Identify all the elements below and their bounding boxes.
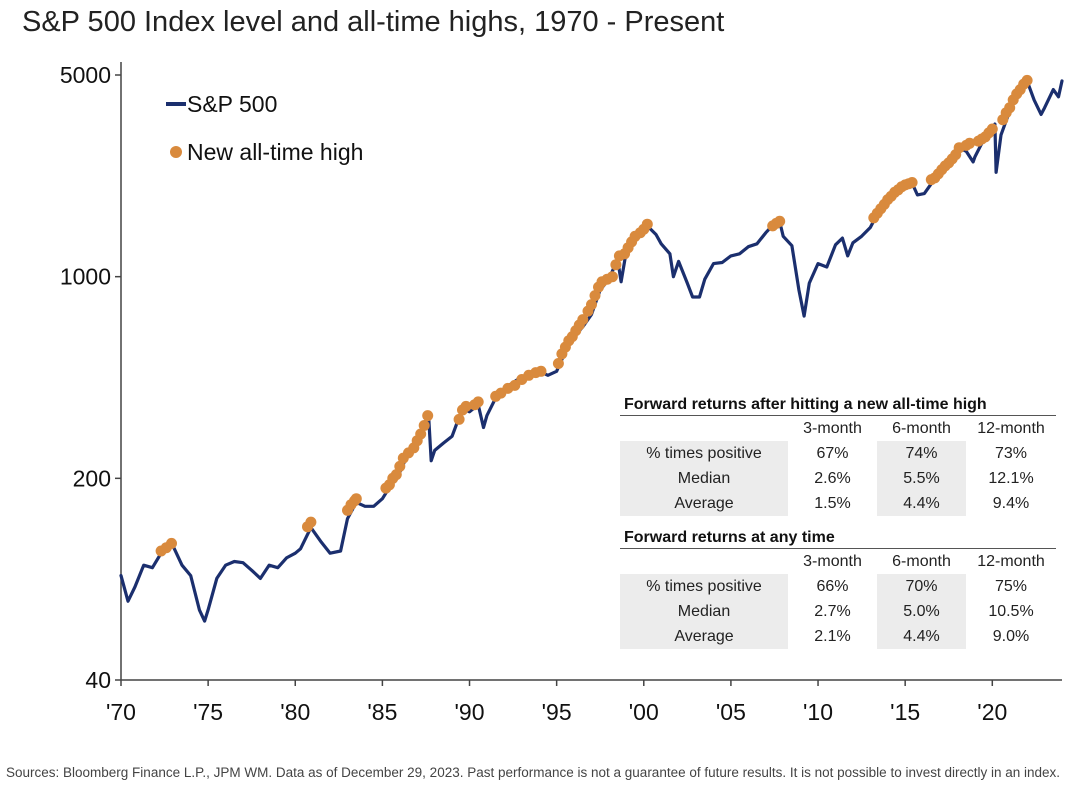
table-cell: 4.4%: [877, 624, 966, 649]
x-tick-label: '85: [367, 699, 397, 725]
column-header: 12-month: [966, 416, 1056, 441]
column-header: 3-month: [788, 549, 877, 574]
row-label: % times positive: [620, 441, 788, 466]
ath-point: [305, 516, 317, 528]
table-cell: 70%: [877, 574, 966, 599]
table-cell: 9.4%: [992, 495, 1030, 512]
y-tick-label: 40: [85, 667, 111, 693]
ath-point: [774, 215, 786, 227]
table-cell: 12.1%: [988, 470, 1034, 487]
row-label: Median: [620, 466, 788, 491]
y-tick-label: 1000: [60, 264, 111, 290]
x-tick-label: '00: [629, 699, 659, 725]
x-ticks: '70 '75 '80 '85 '90 '95 '00 '05 '10 '15 '20: [106, 680, 1007, 725]
table-rule: [620, 548, 1056, 549]
table-cell: 1.5%: [814, 495, 851, 512]
ath-point: [472, 396, 484, 408]
table-grid: 3-month 6-month 12-month % times positiv…: [620, 549, 1056, 649]
table-rule: [620, 415, 1056, 416]
table-forward-ath: Forward returns after hitting a new all-…: [620, 396, 1056, 516]
ath-point: [394, 460, 406, 472]
x-tick-label: '10: [803, 699, 833, 725]
x-tick-label: '20: [977, 699, 1007, 725]
table-cell: 2.6%: [814, 470, 851, 487]
table-grid: 3-month 6-month 12-month % times positiv…: [620, 416, 1056, 516]
table-cell: 10.5%: [988, 603, 1034, 620]
ath-point: [610, 259, 622, 271]
ath-point: [552, 358, 564, 369]
table-cell: 2.7%: [814, 603, 851, 620]
column-header: 6-month: [877, 549, 966, 574]
table-cell: 75%: [994, 578, 1028, 595]
ath-point: [586, 299, 597, 311]
chart-title: S&P 500 Index level and all-time highs, …: [22, 6, 725, 38]
y-tick-label: 5000: [60, 62, 111, 88]
ath-point: [415, 428, 427, 440]
row-label: Average: [620, 624, 788, 649]
series-line-layer: [119, 79, 1064, 623]
x-tick-label: '15: [890, 699, 920, 725]
x-tick-label: '80: [280, 699, 310, 725]
ath-point: [453, 413, 465, 425]
x-tick-label: '75: [193, 699, 223, 725]
x-tick-label: '70: [106, 699, 136, 725]
ath-point: [964, 137, 976, 149]
ath-point: [641, 218, 653, 230]
y-ticks: 40 200 1000 5000: [60, 62, 121, 693]
ath-point: [460, 400, 472, 412]
ath-point: [535, 365, 547, 377]
ath-point: [906, 177, 918, 188]
table-cell: 74%: [877, 441, 966, 466]
ath-point: [606, 271, 618, 283]
column-header: 6-month: [877, 416, 966, 441]
ath-point: [986, 123, 998, 135]
ath-point: [1021, 74, 1033, 86]
legend: S&P 500 New all-time high: [166, 91, 363, 165]
legend-dot-swatch: [170, 146, 182, 158]
table-cell: 67%: [816, 445, 849, 462]
sources-footnote: Sources: Bloomberg Finance L.P., JPM WM.…: [6, 765, 1061, 780]
ath-point: [390, 469, 402, 481]
ath-point: [418, 420, 430, 431]
ath-point: [350, 493, 362, 505]
legend-label-sp500: S&P 500: [187, 91, 277, 117]
table-forward-any: Forward returns at any time 3-month 6-mo…: [620, 529, 1056, 649]
ath-point: [577, 314, 589, 326]
table-title: Forward returns after hitting a new all-…: [624, 396, 987, 413]
x-tick-label: '90: [455, 699, 485, 725]
table-cell: 4.4%: [877, 491, 966, 516]
series-line-sp500: [119, 79, 1064, 623]
row-label: % times positive: [620, 574, 788, 599]
ath-point: [422, 410, 434, 422]
legend-label-ath: New all-time high: [187, 139, 363, 165]
table-corner: [620, 549, 788, 574]
ath-points-layer: [155, 74, 1033, 557]
table-cell: 2.1%: [814, 628, 851, 645]
column-header: 12-month: [966, 549, 1056, 574]
table-cell: 73%: [994, 445, 1028, 462]
ath-point: [166, 537, 177, 549]
chart: 40 200 1000 5000 '70 '75 '80 '85 '90 '95 '00 '05 '1…: [60, 62, 1064, 725]
table-title: Forward returns at any time: [624, 529, 835, 546]
table-cell: 66%: [816, 578, 849, 595]
ath-point: [589, 290, 601, 302]
table-cell: 5.5%: [877, 466, 966, 491]
row-label: Median: [620, 599, 788, 624]
column-header: 3-month: [788, 416, 877, 441]
table-cell: 9.0%: [992, 628, 1030, 645]
table-cell: 5.0%: [877, 599, 966, 624]
table-corner: [620, 416, 788, 441]
x-tick-label: '05: [716, 699, 746, 725]
y-tick-label: 200: [73, 465, 111, 491]
row-label: Average: [620, 491, 788, 516]
x-tick-label: '95: [542, 699, 572, 725]
